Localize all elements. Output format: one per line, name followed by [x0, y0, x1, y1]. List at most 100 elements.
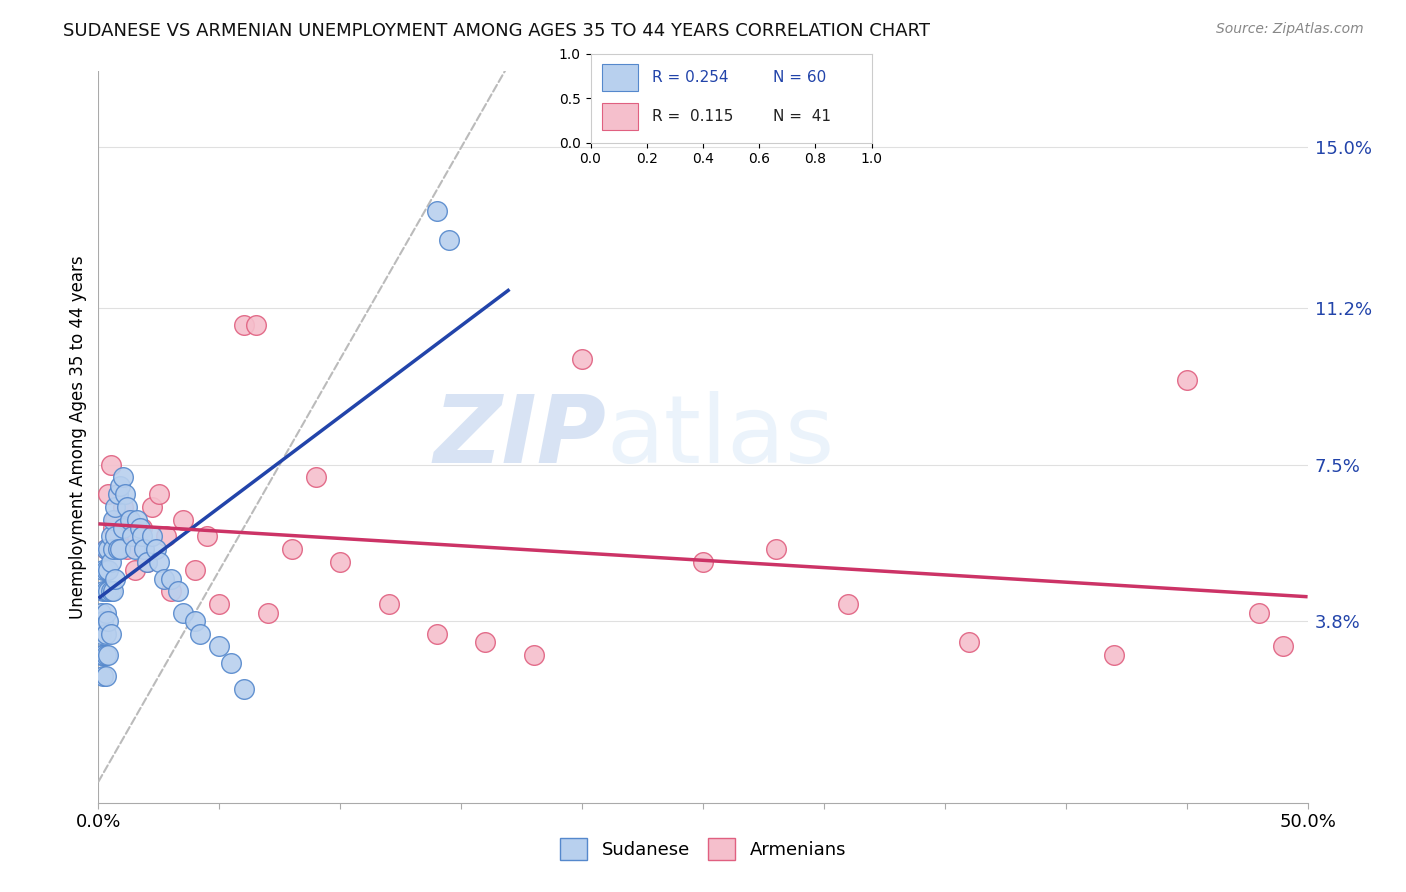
Point [91, 584, 114, 599]
Text: atlas: atlas [606, 391, 835, 483]
Point [437, 234, 460, 248]
Point [184, 563, 207, 577]
Point [117, 500, 139, 514]
Point [90, 648, 112, 662]
Point [837, 597, 859, 611]
Point [94, 542, 117, 557]
Point [124, 563, 146, 577]
Point [957, 635, 980, 649]
Point [108, 542, 131, 557]
Text: R = 0.254: R = 0.254 [652, 70, 728, 85]
Point [127, 512, 149, 526]
Point [131, 529, 153, 543]
Point [104, 512, 127, 526]
Bar [602, 103, 638, 130]
Point [111, 500, 134, 514]
Point [1175, 373, 1198, 387]
Point [692, 555, 714, 569]
Point [245, 318, 267, 332]
Point [94, 626, 117, 640]
Point [107, 542, 129, 557]
Point [160, 584, 183, 599]
Point [128, 521, 150, 535]
Point [172, 606, 194, 620]
Point [184, 614, 207, 628]
Point [377, 597, 399, 611]
Point [426, 203, 449, 218]
Text: ZIP: ZIP [433, 391, 606, 483]
Point [107, 487, 129, 501]
Point [195, 529, 218, 543]
Y-axis label: Unemployment Among Ages 35 to 44 years: Unemployment Among Ages 35 to 44 years [69, 255, 87, 619]
Point [121, 529, 143, 543]
Point [152, 572, 174, 586]
Point [104, 500, 127, 514]
Point [145, 542, 167, 557]
Point [107, 542, 129, 557]
Point [104, 572, 127, 586]
Point [101, 584, 124, 599]
Point [232, 318, 254, 332]
Point [100, 458, 122, 472]
Point [134, 542, 156, 557]
Point [135, 555, 157, 569]
Point [160, 572, 183, 586]
Point [100, 529, 122, 543]
Point [118, 512, 141, 526]
Legend: Sudanese, Armenians: Sudanese, Armenians [553, 830, 853, 867]
Point [1272, 640, 1295, 654]
Point [127, 529, 149, 543]
Point [111, 521, 134, 535]
Point [94, 563, 117, 577]
Point [97, 487, 120, 501]
Point [118, 512, 141, 526]
Point [94, 606, 117, 620]
Point [100, 626, 122, 640]
Point [90, 626, 112, 640]
Point [256, 606, 278, 620]
Point [91, 648, 114, 662]
Point [474, 635, 496, 649]
Point [571, 351, 593, 366]
Text: N =  41: N = 41 [773, 110, 831, 124]
Point [108, 529, 131, 543]
Point [91, 563, 114, 577]
Point [765, 542, 787, 557]
Point [97, 563, 120, 577]
Point [117, 542, 139, 557]
Point [97, 542, 120, 557]
Point [155, 529, 177, 543]
Point [91, 614, 114, 628]
Text: R =  0.115: R = 0.115 [652, 110, 734, 124]
Point [281, 542, 304, 557]
Point [148, 487, 170, 501]
Text: N = 60: N = 60 [773, 70, 827, 85]
Point [148, 555, 170, 569]
Point [172, 512, 194, 526]
Point [305, 470, 328, 484]
Point [329, 555, 352, 569]
Point [91, 669, 114, 683]
Point [221, 657, 243, 671]
Point [124, 542, 146, 557]
Bar [602, 64, 638, 91]
Point [101, 542, 124, 557]
Point [141, 529, 163, 543]
Point [1249, 606, 1271, 620]
Point [1102, 648, 1125, 662]
Point [104, 529, 127, 543]
Point [232, 681, 254, 696]
Point [167, 584, 190, 599]
Text: SUDANESE VS ARMENIAN UNEMPLOYMENT AMONG AGES 35 TO 44 YEARS CORRELATION CHART: SUDANESE VS ARMENIAN UNEMPLOYMENT AMONG … [63, 22, 931, 40]
Point [101, 512, 124, 526]
Point [94, 648, 117, 662]
Point [188, 626, 211, 640]
Point [426, 626, 449, 640]
Point [100, 555, 122, 569]
Point [101, 521, 124, 535]
Point [111, 470, 134, 484]
Point [97, 584, 120, 599]
Point [135, 555, 157, 569]
Point [208, 597, 231, 611]
Point [97, 648, 120, 662]
